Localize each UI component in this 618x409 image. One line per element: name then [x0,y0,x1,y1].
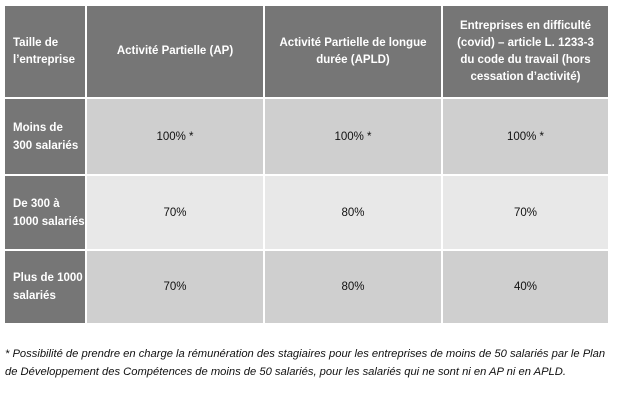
header-company-size: Taille de l’entreprise [5,6,85,97]
header-apld: Activité Partielle de longue durée (APLD… [265,6,441,97]
table-row: Plus de 1000 salariés 70% 80% 40% [5,251,608,323]
header-difficulty: Entreprises en difficulté (covid) – arti… [443,6,608,97]
cell-ap: 70% [87,251,263,323]
header-apld-label: Activité Partielle de longue durée (APLD… [279,36,427,66]
cell-ap: 100% * [87,99,263,174]
cell-difficulty: 100% * [443,99,608,174]
cell-apld: 80% [265,251,441,323]
header-difficulty-label: Entreprises en difficulté (covid) – arti… [457,19,594,83]
footnote: * Possibilité de prendre en charge la ré… [5,348,606,378]
cell-apld: 80% [265,176,441,249]
row-label: Plus de 1000 salariés [5,251,85,323]
row-label: Moins de 300 salariés [5,99,85,174]
cell-apld: 100% * [265,99,441,174]
header-ap: Activité Partielle (AP) [87,6,263,97]
table-header-row: Taille de l’entreprise Activité Partiell… [5,6,608,97]
header-company-size-label: Taille de l’entreprise [13,36,75,66]
cell-difficulty: 40% [443,251,608,323]
table-row: Moins de 300 salariés 100% * 100% * 100%… [5,99,608,174]
financing-table: Taille de l’entreprise Activité Partiell… [5,6,608,323]
table-row: De 300 à 1000 salariés 70% 80% 70% [5,176,608,249]
header-ap-label: Activité Partielle (AP) [116,45,234,57]
cell-difficulty: 70% [443,176,608,249]
cell-ap: 70% [87,176,263,249]
row-label: De 300 à 1000 salariés [5,176,85,249]
